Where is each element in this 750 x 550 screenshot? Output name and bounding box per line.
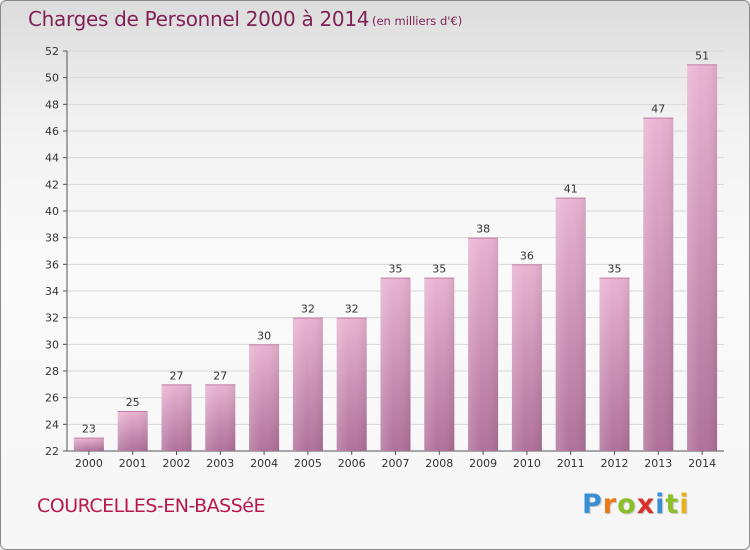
data-label: 35 — [432, 263, 446, 276]
x-tick-label: 2006 — [338, 457, 366, 470]
bar-shade — [468, 237, 499, 451]
x-tick-label: 2005 — [294, 457, 322, 470]
bar-shade — [424, 277, 455, 451]
data-label: 41 — [564, 183, 578, 196]
data-label: 35 — [608, 263, 622, 276]
bar-shade — [249, 344, 280, 451]
bar-shade — [511, 264, 542, 451]
data-label: 51 — [695, 49, 709, 62]
logo-letter: x — [636, 489, 656, 520]
y-tick-label: 46 — [45, 125, 59, 138]
y-tick-label: 36 — [45, 258, 59, 271]
bar-shade — [117, 411, 148, 451]
chart-subtitle: (en milliers d'€) — [372, 14, 463, 28]
y-tick-label: 28 — [45, 365, 59, 378]
y-tick-label: 48 — [45, 98, 59, 111]
y-tick-label: 26 — [45, 392, 59, 405]
y-tick-label: 50 — [45, 72, 59, 85]
data-label: 27 — [213, 369, 227, 382]
x-tick-label: 2011 — [557, 457, 585, 470]
y-tick-label: 52 — [45, 45, 59, 58]
y-tick-label: 38 — [45, 232, 59, 245]
y-tick-label: 32 — [45, 312, 59, 325]
commune-name: COURCELLES-EN-BASSéE — [37, 495, 266, 517]
data-label: 32 — [345, 303, 359, 316]
logo-letter: P — [582, 489, 603, 520]
x-tick-label: 2007 — [382, 457, 410, 470]
logo-letter: r — [602, 489, 618, 520]
y-tick-label: 24 — [45, 418, 59, 431]
x-tick-label: 2003 — [206, 457, 234, 470]
x-tick-label: 2001 — [119, 457, 147, 470]
bar-shade — [687, 64, 718, 452]
x-tick-label: 2000 — [75, 457, 103, 470]
bar-shade — [161, 384, 192, 451]
bar-shade — [205, 384, 236, 451]
y-tick-label: 40 — [45, 205, 59, 218]
x-tick-label: 2009 — [469, 457, 497, 470]
data-label: 47 — [651, 103, 665, 116]
bar-shade — [73, 437, 104, 451]
logo-letter: o — [617, 489, 637, 520]
data-label: 25 — [126, 396, 140, 409]
y-tick-label: 42 — [45, 178, 59, 191]
bar-shade — [380, 277, 411, 451]
y-tick-label: 44 — [45, 152, 59, 165]
data-label: 30 — [257, 329, 271, 342]
y-tick-label: 30 — [45, 338, 59, 351]
data-label: 32 — [301, 303, 315, 316]
y-tick-label: 34 — [45, 285, 59, 298]
data-label: 23 — [82, 423, 96, 436]
logo-letter: i — [655, 489, 666, 520]
logo-letter: i — [679, 489, 690, 520]
bar-shade — [599, 277, 630, 451]
proxiti-logo: Proxiti — [582, 489, 690, 520]
logo-letter: t — [665, 489, 680, 520]
data-label: 38 — [476, 223, 490, 236]
data-label: 35 — [389, 263, 403, 276]
bar-shade — [555, 197, 586, 451]
x-tick-label: 2004 — [250, 457, 278, 470]
bar-shade — [292, 317, 323, 451]
bar-shade — [643, 117, 674, 452]
x-tick-label: 2014 — [688, 457, 716, 470]
x-tick-label: 2012 — [601, 457, 629, 470]
data-label: 36 — [520, 249, 534, 262]
chart-title: Charges de Personnel 2000 à 2014 — [28, 7, 370, 31]
data-label: 27 — [170, 369, 184, 382]
x-tick-label: 2010 — [513, 457, 541, 470]
bar-shade — [336, 317, 367, 451]
y-tick-label: 22 — [45, 445, 59, 458]
x-tick-label: 2002 — [163, 457, 191, 470]
x-tick-label: 2013 — [644, 457, 672, 470]
x-tick-label: 2008 — [425, 457, 453, 470]
